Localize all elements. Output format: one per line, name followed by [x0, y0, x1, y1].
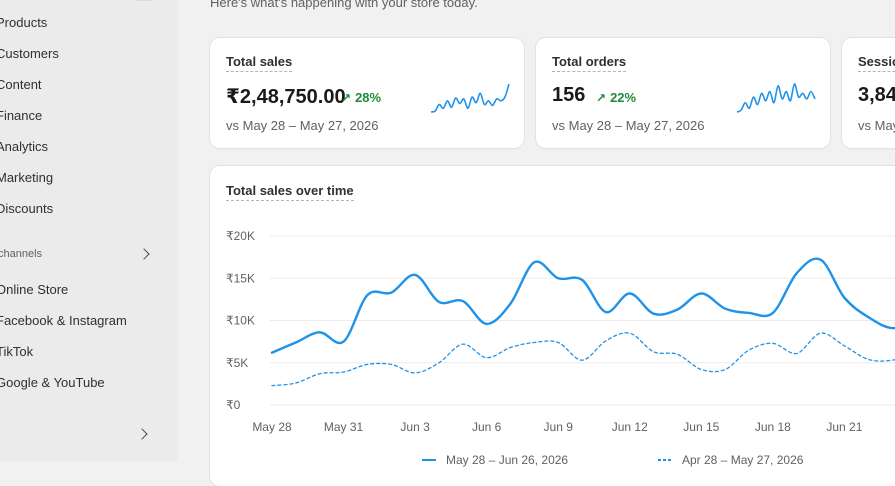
section-label: channels	[0, 248, 43, 260]
sidebar-item-facebook-instagram[interactable]: Facebook & Instagram	[0, 308, 127, 332]
x-tick-label: Jun 6	[472, 420, 502, 434]
metric-card-total-orders[interactable]: Total orders 156 ↗ 22% vs May 28 – May 2…	[536, 38, 830, 148]
sidebar-item-label: Products	[0, 14, 48, 30]
sparkline-series	[430, 83, 510, 113]
arrow-up-right-icon: ↗	[341, 90, 352, 105]
sidebar-item-label: Marketing	[0, 169, 54, 185]
metric-title[interactable]: Total orders	[552, 54, 627, 72]
sidebar-item-marketing[interactable]: Marketing	[0, 165, 53, 189]
sidebar-item-label: Facebook & Instagram	[0, 312, 127, 328]
x-tick-label: May 31	[324, 420, 364, 434]
sparkline-series	[736, 83, 816, 113]
sidebar-item-google-youtube[interactable]: Google & YouTube	[0, 370, 105, 394]
x-tick-label: Jun 21	[826, 420, 862, 434]
sales-channels-header[interactable]: channels	[0, 244, 152, 264]
metric-change: ↗ 28%	[341, 90, 381, 105]
x-tick-label: Jun 9	[544, 420, 574, 434]
metric-compare: vs May 28 – May 27, 2026	[226, 118, 379, 133]
sidebar-item-products[interactable]: Products	[0, 10, 47, 34]
page-subtitle: Here's what's happening with your store …	[210, 0, 478, 10]
metric-compare: vs May 28 – May 27, 2026	[552, 118, 705, 133]
metric-change: ↗ 22%	[596, 90, 636, 105]
sidebar-item-label: Google & YouTube	[0, 374, 105, 390]
y-tick-label: ₹5K	[226, 356, 248, 370]
sidebar-item-label: Discounts	[0, 200, 54, 216]
x-tick-label: Jun 3	[400, 420, 430, 434]
sidebar-item-discounts[interactable]: Discounts	[0, 196, 53, 220]
sidebar-item-online-store[interactable]: Online Store	[0, 277, 68, 301]
metric-value: 3,84	[858, 84, 895, 106]
sparkline	[736, 83, 816, 113]
y-tick-label: ₹20K	[226, 229, 255, 243]
sidebar-item-label: Customers	[0, 45, 59, 61]
y-tick-label: ₹10K	[226, 314, 255, 328]
metric-change-value: 22%	[610, 90, 637, 105]
metric-card-sessions[interactable]: Sessions 3,84 vs May	[842, 38, 895, 148]
metric-title[interactable]: Sessions	[858, 54, 895, 72]
sales-over-time-card: Total sales over time ₹0 ₹5K ₹10K ₹15K ₹20K M…	[210, 166, 895, 486]
metric-title[interactable]: Total sales	[226, 54, 293, 72]
legend-label[interactable]: May 28 – Jun 26, 2026	[446, 453, 568, 467]
sidebar-item-tiktok[interactable]: TikTok	[0, 339, 33, 363]
x-tick-label: Jun 12	[612, 420, 648, 434]
sidebar-item-label: Content	[0, 76, 42, 92]
sidebar-item-label: TikTok	[0, 343, 34, 359]
metric-card-total-sales[interactable]: Total sales ₹2,48,750.00 ↗ 28% vs May 28…	[210, 38, 524, 148]
x-tick-label: Jun 15	[683, 420, 719, 434]
sidebar: Products Customers Content Finance Analy…	[0, 0, 178, 462]
sidebar-top-button[interactable]	[130, 0, 158, 1]
sidebar-item-finance[interactable]: Finance	[0, 103, 42, 127]
chevron-right-icon[interactable]	[136, 428, 148, 440]
chart-title[interactable]: Total sales over time	[226, 183, 354, 201]
x-tick-label: May 28	[252, 420, 292, 434]
sales-line-chart: ₹0 ₹5K ₹10K ₹15K ₹20K May 28 May 31 Jun 3 Jun 6 J…	[226, 229, 895, 467]
sidebar-item-customers[interactable]: Customers	[0, 41, 59, 65]
current-series-line[interactable]	[270, 257, 895, 354]
sparkline	[430, 83, 510, 113]
y-tick-label: ₹15K	[226, 271, 255, 285]
sidebar-item-analytics[interactable]: Analytics	[0, 134, 48, 158]
metric-compare: vs May	[858, 118, 895, 133]
sidebar-item-content[interactable]: Content	[0, 72, 42, 96]
metric-value: 156	[552, 84, 586, 106]
x-tick-label: Jun 18	[755, 420, 791, 434]
comparison-series-line[interactable]	[271, 332, 895, 387]
sidebar-item-label: Analytics	[0, 138, 49, 154]
metric-value: ₹2,48,750.00	[226, 86, 346, 108]
legend-label[interactable]: Apr 28 – May 27, 2026	[682, 453, 804, 467]
y-tick-label: ₹0	[226, 398, 241, 412]
arrow-up-right-icon: ↗	[596, 90, 607, 105]
metric-change-value: 28%	[355, 90, 382, 105]
sidebar-item-label: Finance	[0, 107, 43, 123]
chevron-right-icon[interactable]	[138, 248, 150, 260]
main-content: Here's what's happening with your store …	[178, 0, 895, 486]
sidebar-item-label: Online Store	[0, 281, 69, 297]
